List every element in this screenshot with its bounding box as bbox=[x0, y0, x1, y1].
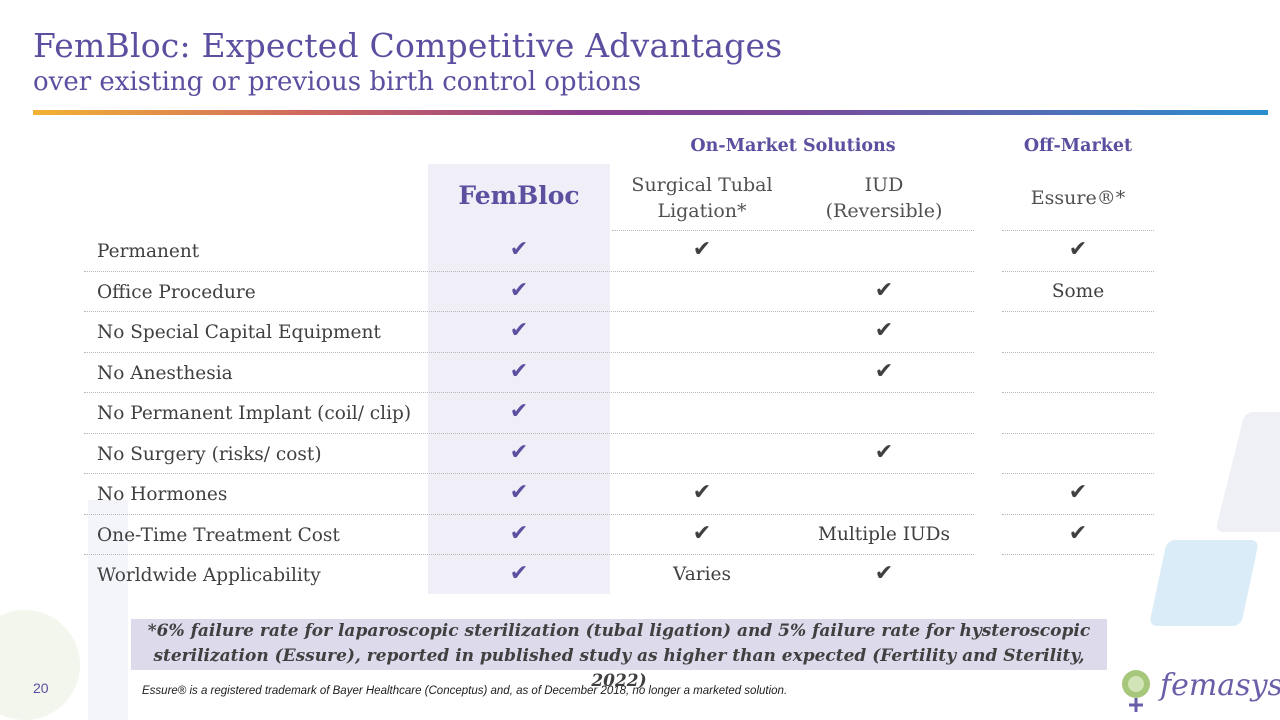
column-header-line: Ligation* bbox=[657, 200, 747, 222]
row-divider bbox=[1002, 513, 1154, 515]
row-divider bbox=[84, 432, 974, 434]
decorative-shape bbox=[0, 610, 80, 720]
check-mark-icon: ✔ bbox=[509, 277, 529, 303]
decorative-shape bbox=[1215, 412, 1280, 532]
check-mark-icon: ✔ bbox=[692, 237, 712, 262]
column-header-essure: Essure®* bbox=[1030, 187, 1126, 209]
decorative-shape bbox=[88, 500, 128, 720]
check-mark-icon: ✔ bbox=[509, 399, 529, 424]
note-line: *6% failure rate for laparoscopic steril… bbox=[147, 621, 1091, 641]
table-cell: Multiple IUDs bbox=[818, 523, 950, 545]
slide-title: FemBloc: Expected Competitive Advantages bbox=[33, 26, 783, 65]
column-header-line: IUD bbox=[864, 174, 904, 196]
column-header-iud: IUD (Reversible) bbox=[794, 172, 974, 224]
check-mark-icon: ✔ bbox=[874, 318, 894, 343]
row-divider bbox=[1002, 554, 1154, 555]
check-mark-icon: ✔ bbox=[692, 480, 712, 505]
column-header-fembloc: FemBloc bbox=[458, 181, 580, 210]
logo-text: femasys bbox=[1160, 668, 1280, 703]
row-label: Worldwide Applicability bbox=[97, 565, 321, 586]
check-mark-icon: ✔ bbox=[509, 520, 529, 546]
row-divider bbox=[84, 554, 974, 555]
check-mark-icon: ✔ bbox=[692, 520, 712, 546]
group-header-on-market: On-Market Solutions bbox=[690, 136, 896, 156]
check-mark-icon: ✔ bbox=[509, 561, 529, 586]
slide-subtitle: over existing or previous birth control … bbox=[33, 67, 642, 97]
row-divider bbox=[1002, 351, 1154, 353]
row-divider bbox=[1002, 432, 1154, 434]
trademark-footnote: Essure® is a registered trademark of Bay… bbox=[142, 685, 788, 697]
table-cell: Varies bbox=[673, 564, 731, 585]
row-divider bbox=[84, 270, 974, 272]
femasys-logo-icon bbox=[1122, 670, 1150, 712]
row-divider bbox=[84, 392, 974, 393]
fembloc-column-highlight bbox=[428, 164, 610, 594]
row-label: Office Procedure bbox=[97, 281, 256, 303]
check-mark-icon: ✔ bbox=[1068, 520, 1088, 546]
row-label: No Hormones bbox=[97, 484, 228, 505]
column-header-tubal-ligation: Surgical Tubal Ligation* bbox=[612, 172, 792, 224]
column-header-line: Surgical Tubal bbox=[631, 174, 773, 196]
row-label: No Surgery (risks/ cost) bbox=[97, 443, 322, 465]
check-mark-icon: ✔ bbox=[509, 237, 529, 262]
row-divider bbox=[1002, 230, 1154, 231]
group-header-off-market: Off-Market bbox=[1023, 136, 1133, 156]
row-divider bbox=[84, 311, 974, 312]
femasys-logo: femasys® bbox=[1118, 664, 1280, 714]
check-mark-icon: ✔ bbox=[509, 358, 529, 384]
note-line: sterilization (Essure), reported in publ… bbox=[153, 646, 1085, 691]
check-mark-icon: ✔ bbox=[1068, 480, 1088, 505]
check-mark-icon: ✔ bbox=[509, 318, 529, 343]
row-divider bbox=[84, 513, 974, 515]
row-divider bbox=[612, 230, 974, 231]
failure-rate-note: *6% failure rate for laparoscopic steril… bbox=[131, 619, 1107, 691]
row-label: One-Time Treatment Cost bbox=[97, 524, 340, 546]
row-label: No Special Capital Equipment bbox=[97, 322, 381, 343]
row-label: No Anesthesia bbox=[97, 362, 233, 384]
column-header-line: (Reversible) bbox=[825, 200, 943, 222]
row-divider bbox=[1002, 311, 1154, 312]
row-divider bbox=[84, 351, 974, 353]
check-mark-icon: ✔ bbox=[874, 439, 894, 465]
check-mark-icon: ✔ bbox=[874, 277, 894, 303]
row-divider bbox=[1002, 270, 1154, 272]
gradient-divider bbox=[33, 110, 1268, 115]
check-mark-icon: ✔ bbox=[509, 439, 529, 465]
row-divider bbox=[84, 473, 974, 474]
check-mark-icon: ✔ bbox=[874, 561, 894, 586]
check-mark-icon: ✔ bbox=[509, 480, 529, 505]
decorative-shape bbox=[1148, 540, 1260, 626]
page-number: 20 bbox=[33, 680, 49, 696]
logo-wordmark: femasys® bbox=[1160, 668, 1280, 703]
row-divider bbox=[1002, 392, 1154, 393]
row-label: Permanent bbox=[97, 241, 200, 262]
check-mark-icon: ✔ bbox=[1068, 237, 1088, 262]
row-label: No Permanent Implant (coil/ clip) bbox=[97, 403, 412, 424]
table-cell: Some bbox=[1051, 280, 1105, 302]
row-divider bbox=[1002, 473, 1154, 474]
check-mark-icon: ✔ bbox=[874, 358, 894, 384]
